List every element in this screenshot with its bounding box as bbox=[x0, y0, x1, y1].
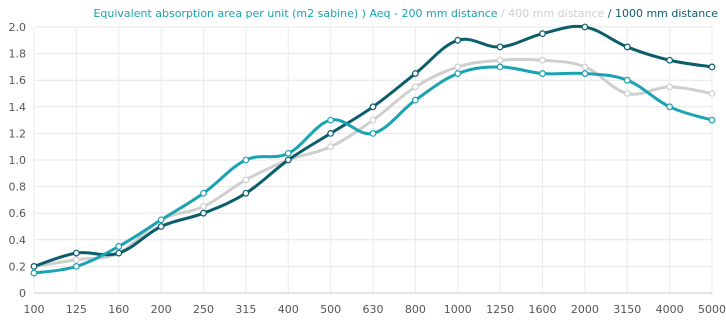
y-tick-label: 1.2 bbox=[9, 127, 27, 140]
data-point[interactable] bbox=[708, 116, 716, 124]
data-point[interactable] bbox=[242, 176, 250, 184]
x-tick-label: 160 bbox=[108, 303, 129, 316]
data-point[interactable] bbox=[200, 189, 207, 197]
y-tick-label: 0 bbox=[19, 287, 26, 300]
data-point[interactable] bbox=[72, 263, 80, 270]
data-point[interactable] bbox=[411, 96, 419, 104]
data-point[interactable] bbox=[539, 56, 546, 64]
data-point[interactable] bbox=[708, 63, 716, 71]
x-tick-label: 315 bbox=[235, 303, 256, 316]
data-point[interactable] bbox=[30, 269, 38, 277]
chart-grid bbox=[33, 26, 713, 294]
title-part-1: / 400 mm distance bbox=[498, 7, 605, 20]
y-tick-label: 0.8 bbox=[9, 181, 27, 194]
data-point[interactable] bbox=[581, 23, 589, 31]
y-axis-ticks: 0 0.2 0.4 0.6 0.8 1.0 1.2 1.4 1.6 1.8 2.0 bbox=[9, 21, 27, 300]
x-tick-label: 3150 bbox=[613, 303, 641, 316]
series-1000-mm-distance bbox=[30, 23, 716, 270]
data-point[interactable] bbox=[496, 56, 504, 64]
x-tick-label: 630 bbox=[363, 303, 384, 316]
chart-series bbox=[30, 23, 716, 277]
y-tick-label: 0.6 bbox=[9, 207, 27, 220]
y-tick-label: 1.6 bbox=[9, 74, 27, 87]
x-tick-label: 4000 bbox=[656, 303, 684, 316]
x-tick-label: 1600 bbox=[529, 303, 557, 316]
y-tick-label: 0.4 bbox=[9, 234, 27, 247]
data-point[interactable] bbox=[72, 256, 80, 264]
x-tick-label: 1000 bbox=[444, 303, 472, 316]
data-point[interactable] bbox=[496, 43, 504, 51]
data-point[interactable] bbox=[327, 129, 335, 137]
data-point[interactable] bbox=[581, 63, 589, 71]
data-point[interactable] bbox=[327, 116, 335, 124]
data-point[interactable] bbox=[72, 249, 80, 257]
x-tick-label: 2000 bbox=[571, 303, 599, 316]
data-point[interactable] bbox=[30, 263, 38, 270]
data-point[interactable] bbox=[454, 36, 462, 44]
data-point[interactable] bbox=[369, 129, 377, 137]
x-tick-label: 125 bbox=[66, 303, 87, 316]
data-point[interactable] bbox=[200, 203, 207, 210]
chart-title: Equivalent absorption area per unit (m2 … bbox=[93, 7, 718, 20]
y-tick-label: 0.2 bbox=[9, 260, 27, 273]
data-point[interactable] bbox=[454, 63, 462, 71]
x-tick-label: 250 bbox=[193, 303, 214, 316]
x-tick-label: 100 bbox=[24, 303, 45, 316]
data-point[interactable] bbox=[200, 209, 207, 217]
data-point[interactable] bbox=[581, 70, 589, 77]
y-tick-label: 1.8 bbox=[9, 48, 27, 61]
title-part-2: / 1000 mm distance bbox=[604, 7, 718, 20]
data-point[interactable] bbox=[623, 76, 631, 84]
data-point[interactable] bbox=[369, 116, 377, 124]
data-point[interactable] bbox=[666, 56, 674, 64]
data-point[interactable] bbox=[411, 70, 419, 77]
title-part-0: Equivalent absorption area per unit (m2 … bbox=[93, 7, 497, 20]
x-tick-label: 500 bbox=[320, 303, 341, 316]
data-point[interactable] bbox=[157, 216, 165, 224]
y-tick-label: 1.0 bbox=[9, 154, 27, 167]
data-point[interactable] bbox=[539, 30, 546, 38]
data-point[interactable] bbox=[242, 156, 250, 164]
data-point[interactable] bbox=[496, 63, 504, 71]
data-point[interactable] bbox=[454, 70, 462, 77]
data-point[interactable] bbox=[666, 83, 674, 91]
data-point[interactable] bbox=[284, 149, 292, 157]
series-200-mm-distance bbox=[30, 63, 716, 277]
x-tick-label: 5000 bbox=[698, 303, 726, 316]
data-point[interactable] bbox=[623, 90, 631, 97]
y-tick-label: 2.0 bbox=[9, 21, 27, 34]
y-tick-label: 1.4 bbox=[9, 101, 27, 114]
data-point[interactable] bbox=[539, 70, 546, 77]
data-point[interactable] bbox=[115, 243, 123, 250]
data-point[interactable] bbox=[242, 189, 250, 197]
data-point[interactable] bbox=[623, 43, 631, 51]
x-axis-ticks: 100 125 160 200 250 315 400 500 630 800 1000 1250 16… bbox=[24, 303, 726, 316]
data-point[interactable] bbox=[666, 103, 674, 111]
x-tick-label: 200 bbox=[151, 303, 172, 316]
x-tick-label: 400 bbox=[278, 303, 299, 316]
data-point[interactable] bbox=[327, 143, 335, 151]
data-point[interactable] bbox=[708, 90, 716, 97]
data-point[interactable] bbox=[369, 103, 377, 111]
x-tick-label: 800 bbox=[405, 303, 426, 316]
data-point[interactable] bbox=[157, 223, 165, 230]
data-point[interactable] bbox=[284, 156, 292, 164]
x-tick-label: 1250 bbox=[486, 303, 514, 316]
data-point[interactable] bbox=[411, 83, 419, 91]
data-point[interactable] bbox=[115, 249, 123, 257]
